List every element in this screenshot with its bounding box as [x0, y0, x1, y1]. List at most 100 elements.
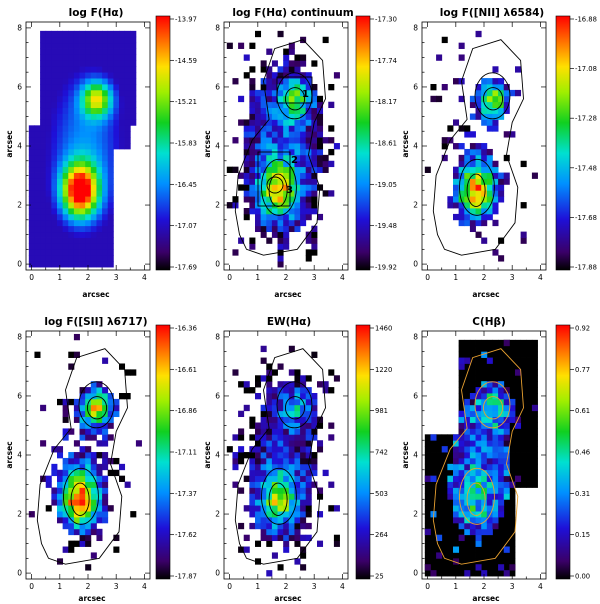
heatmap-pixel — [475, 208, 482, 215]
heatmap-pixel — [464, 213, 471, 221]
heatmap-pixel — [68, 511, 75, 518]
heatmap-pixel — [249, 131, 256, 138]
heatmap-pixel — [51, 190, 58, 197]
heatmap-pixel — [305, 101, 312, 109]
heatmap-pixel — [520, 160, 527, 168]
heatmap-pixel — [255, 393, 262, 400]
background-pixel — [469, 351, 476, 358]
heatmap-pixel — [90, 143, 97, 150]
heatmap-pixel — [498, 487, 505, 494]
heatmap-pixel — [430, 434, 437, 441]
background-pixel — [509, 540, 516, 547]
heatmap-pixel — [486, 404, 493, 412]
heatmap-pixel — [311, 237, 318, 244]
heatmap-pixel — [102, 196, 109, 203]
heatmap-pixel — [85, 178, 92, 185]
heatmap-pixel — [283, 243, 290, 250]
heatmap-pixel — [260, 481, 267, 488]
heatmap-pixel — [277, 522, 284, 530]
background-pixel — [430, 534, 437, 542]
heatmap-pixel — [232, 196, 239, 203]
heatmap-pixel — [79, 469, 86, 477]
heatmap-pixel — [85, 78, 92, 85]
heatmap-pixel — [300, 404, 307, 412]
heatmap-pixel — [85, 416, 92, 423]
background-pixel — [526, 369, 533, 376]
heatmap-pixel — [113, 113, 120, 120]
heatmap-pixel — [51, 95, 58, 103]
heatmap-pixel — [102, 84, 109, 91]
background-pixel — [515, 457, 522, 465]
heatmap-pixel — [288, 393, 295, 400]
heatmap-pixel — [311, 143, 318, 150]
background-pixel — [509, 369, 516, 376]
heatmap-pixel — [85, 54, 92, 61]
contour-outer — [36, 348, 128, 565]
heatmap-pixel — [73, 416, 80, 423]
heatmap-pixel — [317, 131, 324, 138]
heatmap-pixel — [311, 166, 318, 173]
heatmap-pixel — [68, 243, 75, 250]
heatmap-pixel — [73, 517, 80, 524]
heatmap-pixel — [266, 522, 273, 530]
heatmap-pixel — [45, 237, 52, 244]
heatmap-pixel — [503, 546, 510, 553]
heatmap-pixel — [249, 113, 256, 120]
heatmap-pixel — [305, 231, 312, 238]
heatmap-pixel — [294, 166, 301, 173]
background-pixel — [424, 463, 431, 471]
heatmap-pixel — [45, 66, 52, 73]
heatmap-pixel — [119, 393, 126, 400]
heatmap-pixel — [458, 499, 465, 506]
heatmap-pixel — [294, 208, 301, 215]
heatmap-pixel — [62, 546, 69, 553]
background-pixel — [458, 381, 465, 388]
background-pixel — [498, 534, 505, 542]
heatmap-pixel — [475, 564, 482, 571]
heatmap-pixel — [283, 160, 290, 168]
heatmap-pixel — [96, 95, 103, 103]
heatmap-pixel — [90, 434, 97, 441]
heatmap-pixel — [453, 546, 460, 553]
heatmap-pixel — [102, 48, 109, 55]
background-pixel — [509, 440, 516, 447]
heatmap-pixel — [90, 36, 97, 44]
heatmap-pixel — [243, 119, 250, 126]
heatmap-pixel — [260, 428, 267, 435]
heatmap-pixel — [469, 487, 476, 494]
heatmap-pixel — [453, 440, 460, 447]
heatmap-pixel — [271, 113, 278, 120]
heatmap-pixel — [62, 95, 69, 103]
heatmap-pixel — [277, 113, 284, 120]
heatmap-pixel — [73, 54, 80, 61]
heatmap-pixel — [51, 166, 58, 173]
background-pixel — [453, 564, 460, 571]
background-pixel — [436, 540, 443, 547]
heatmap-pixel — [486, 213, 493, 221]
heatmap-pixel — [481, 202, 488, 209]
heatmap-pixel — [57, 196, 64, 203]
heatmap-pixel — [79, 231, 86, 238]
heatmap-pixel — [124, 78, 131, 85]
heatmap-pixel — [260, 172, 267, 179]
heatmap-pixel — [85, 493, 92, 500]
heatmap-pixel — [260, 131, 267, 138]
heatmap-pixel — [311, 107, 318, 114]
heatmap-pixel — [492, 190, 499, 197]
heatmap-pixel — [255, 381, 262, 388]
heatmap-pixel — [447, 493, 454, 500]
heatmap-pixel — [322, 137, 329, 144]
heatmap-pixel — [469, 148, 476, 156]
heatmap — [424, 339, 538, 577]
x-tick-label: 0 — [227, 582, 232, 591]
heatmap-pixel — [260, 137, 267, 144]
heatmap-pixel — [90, 172, 97, 179]
background-pixel — [531, 381, 538, 388]
heatmap-pixel — [260, 410, 267, 418]
background-pixel — [436, 463, 443, 471]
heatmap-pixel — [266, 440, 273, 447]
heatmap-pixel — [113, 48, 120, 55]
background-pixel — [447, 434, 454, 441]
background-pixel — [492, 558, 499, 565]
